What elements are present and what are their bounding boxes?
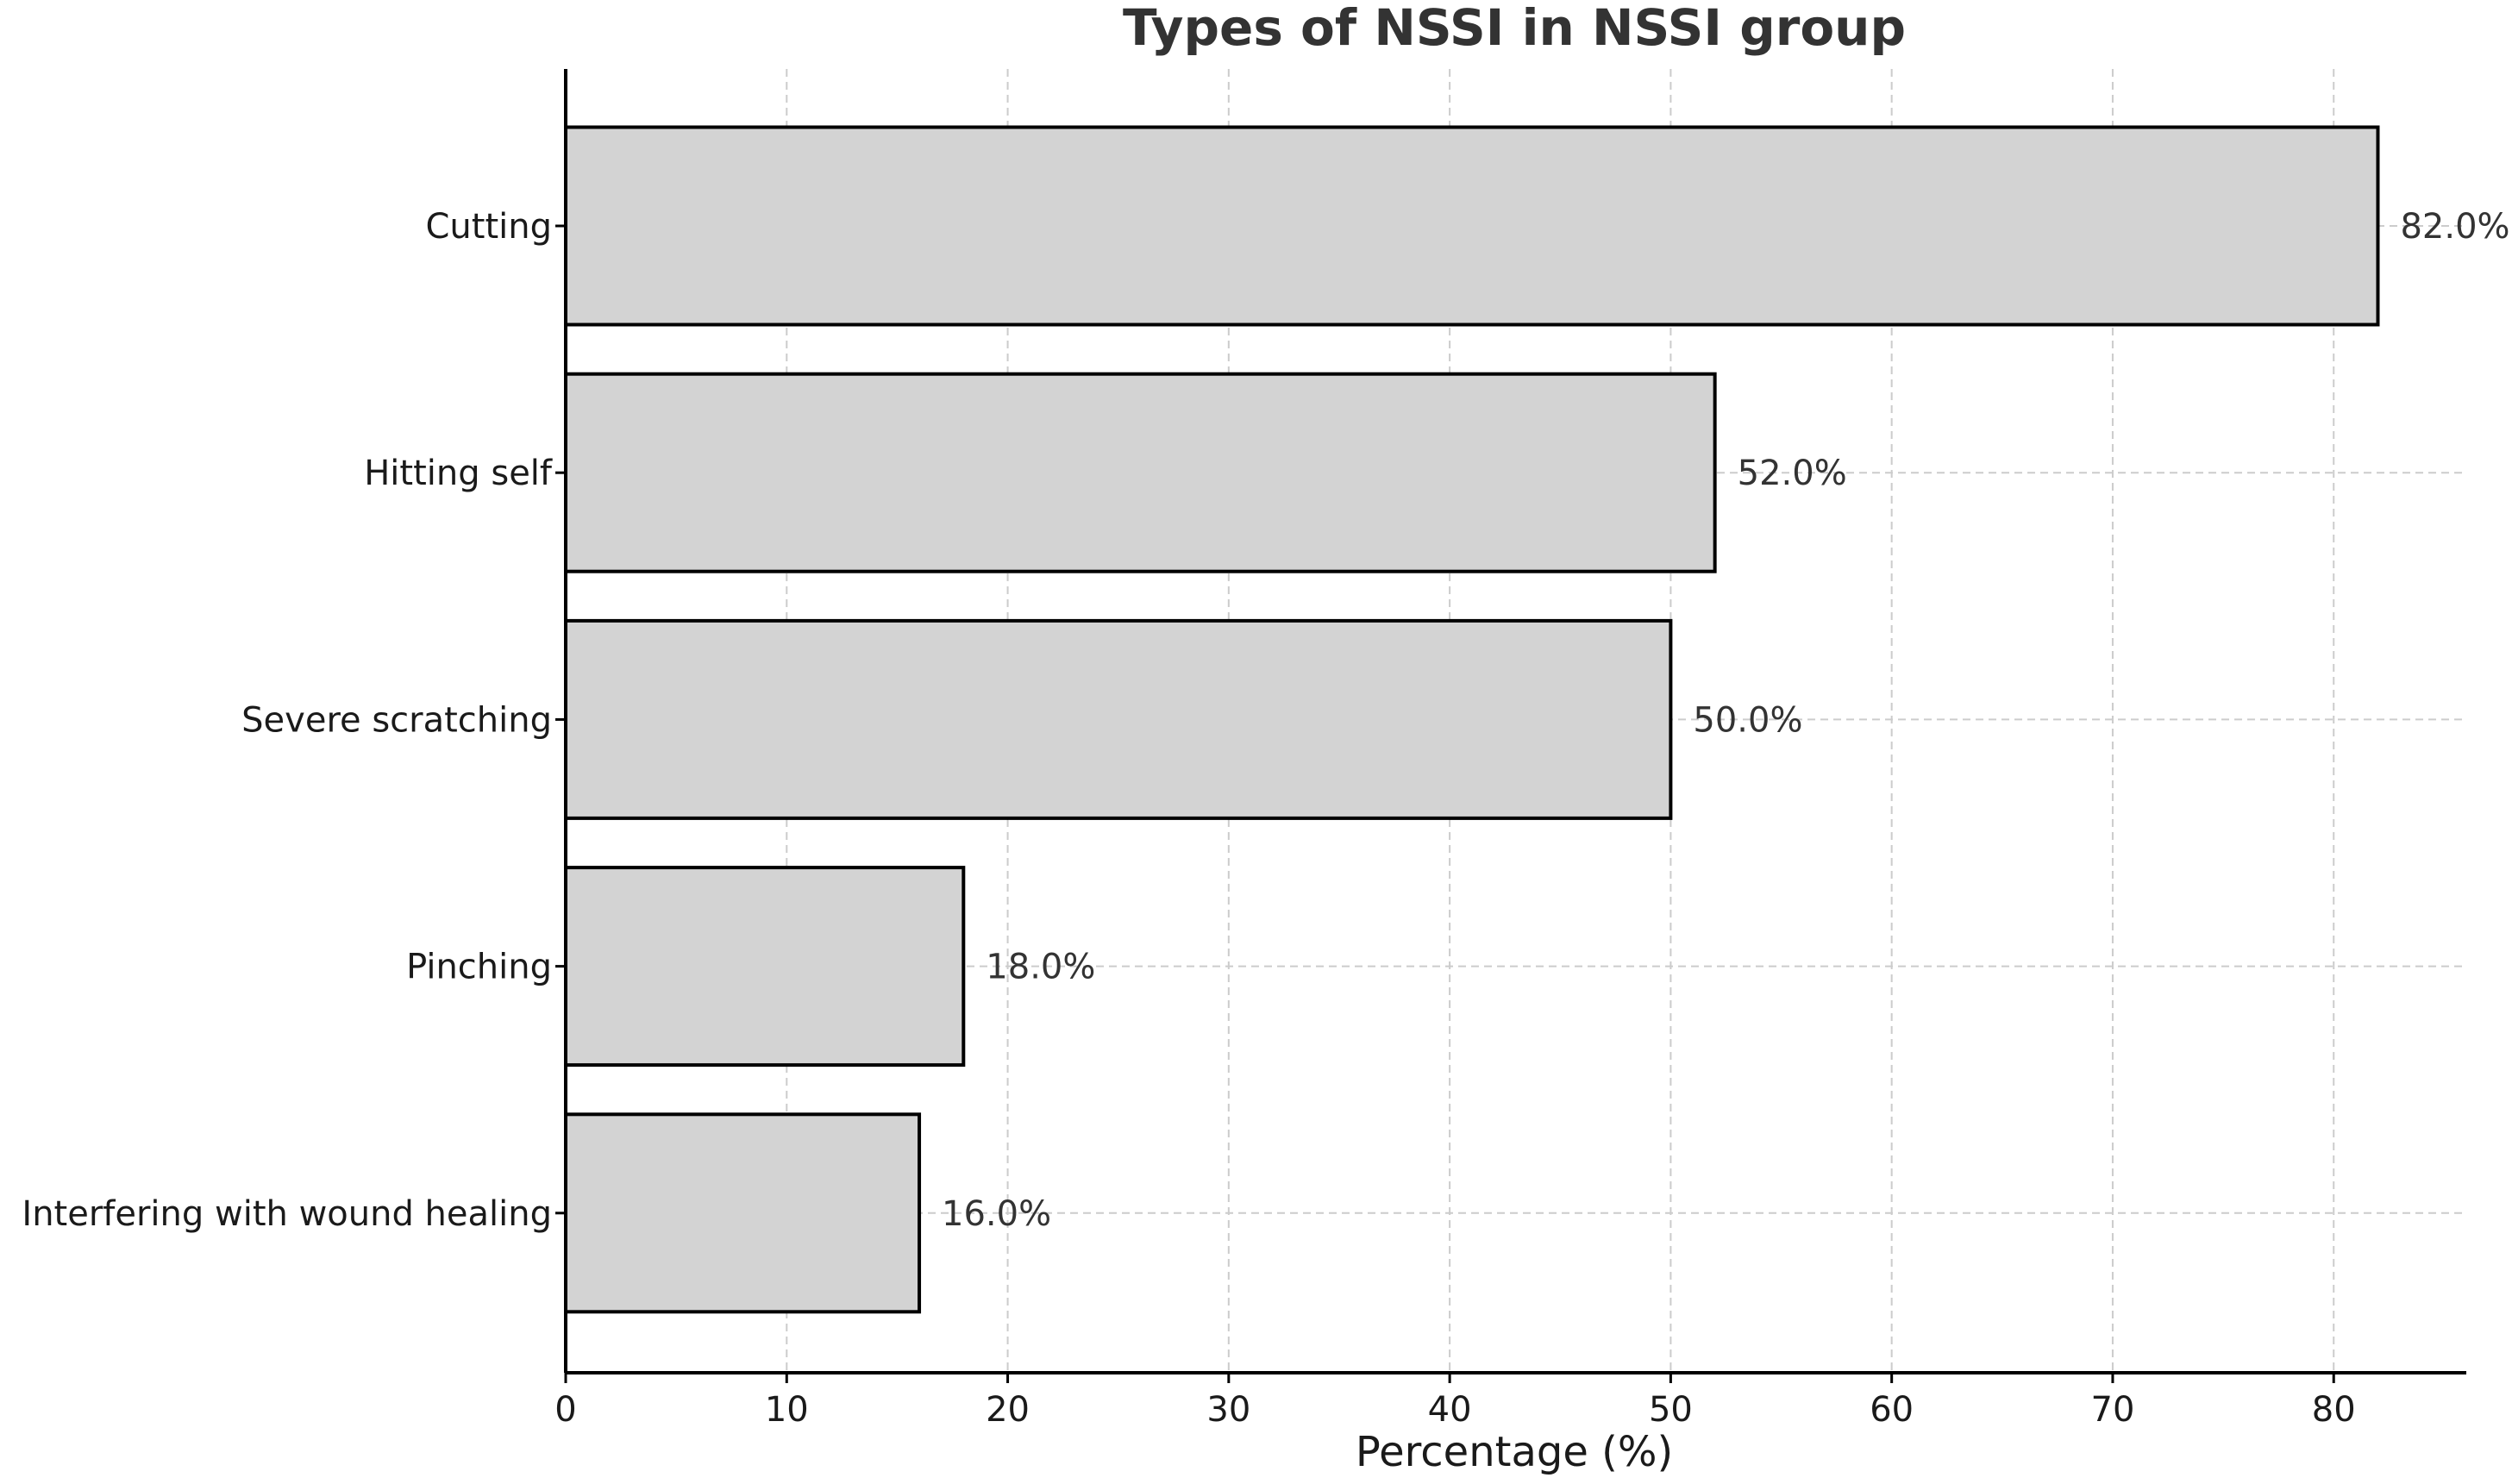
data-label: 52.0% <box>1738 454 1847 493</box>
bars <box>564 125 2380 1314</box>
y-tick-label: Interfering with wound healing <box>22 1194 552 1234</box>
y-tick-label: Pinching <box>406 948 552 987</box>
data-label: 82.0% <box>2400 207 2509 247</box>
bar <box>564 1112 922 1314</box>
bar <box>564 866 966 1068</box>
x-tick-label: 40 <box>1428 1390 1472 1430</box>
data-labels: 82.0% 52.0% 50.0% 18.0% 16.0% <box>942 207 2510 1234</box>
x-tick-label: 0 <box>554 1390 576 1430</box>
y-tick-label: Cutting <box>425 207 552 247</box>
axes <box>564 69 2466 1374</box>
x-tick-label: 80 <box>2312 1390 2356 1430</box>
chart-title: Types of NSSI in NSSI group <box>1123 0 1906 57</box>
data-label: 50.0% <box>1693 700 1802 740</box>
y-tick-label: Hitting self <box>364 454 553 493</box>
x-tick-label: 30 <box>1206 1390 1250 1430</box>
y-tick-label: Severe scratching <box>241 700 552 740</box>
data-label: 16.0% <box>942 1194 1051 1234</box>
bar <box>564 125 2380 327</box>
x-tick-label: 20 <box>986 1390 1030 1430</box>
ticks: 0 10 20 30 40 50 60 70 80 Cutting Hitting self Seve… <box>22 207 2355 1430</box>
x-axis-title: Percentage (%) <box>1356 1428 1673 1476</box>
bar <box>564 372 1717 573</box>
x-tick-label: 70 <box>2091 1390 2135 1430</box>
bar <box>564 618 1673 820</box>
x-tick-label: 50 <box>1649 1390 1693 1430</box>
x-tick-label: 10 <box>765 1390 809 1430</box>
data-label: 18.0% <box>986 948 1095 987</box>
x-tick-label: 60 <box>1870 1390 1914 1430</box>
